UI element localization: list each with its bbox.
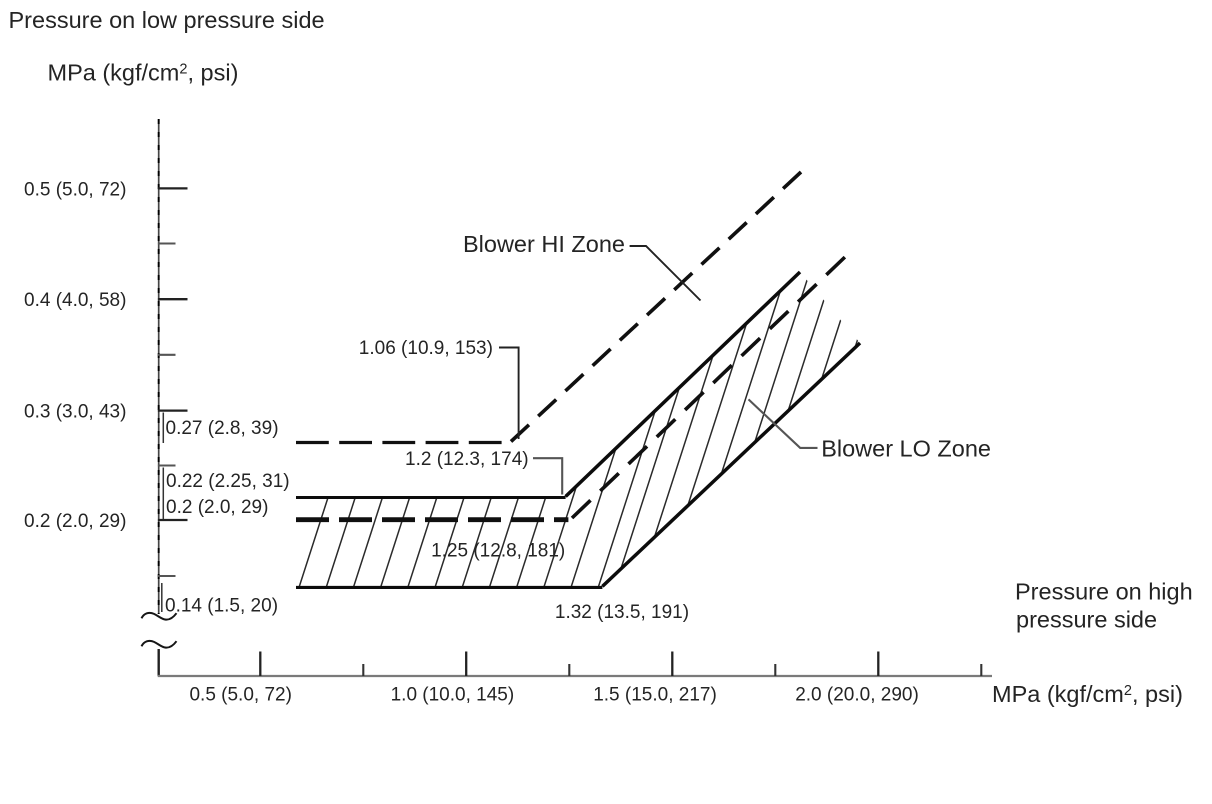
svg-text:MPa (kgf/cm2, psi): MPa (kgf/cm2, psi) [992, 681, 1183, 707]
svg-text:0.27 (2.8, 39): 0.27 (2.8, 39) [166, 418, 279, 439]
svg-text:Pressure on high: Pressure on high [1015, 579, 1193, 605]
svg-text:1.5 (15.0, 217): 1.5 (15.0, 217) [593, 685, 717, 706]
svg-text:1.06 (10.9, 153): 1.06 (10.9, 153) [359, 338, 493, 359]
svg-text:1.25 (12.8, 181): 1.25 (12.8, 181) [431, 541, 565, 562]
svg-text:1.2 (12.3, 174): 1.2 (12.3, 174) [405, 449, 529, 470]
svg-text:pressure side: pressure side [1016, 607, 1157, 633]
svg-text:Pressure on low pressure side: Pressure on low pressure side [9, 7, 325, 33]
svg-text:Blower LO Zone: Blower LO Zone [821, 436, 991, 462]
svg-text:0.5 (5.0, 72): 0.5 (5.0, 72) [24, 179, 126, 200]
svg-text:1.32 (13.5, 191): 1.32 (13.5, 191) [555, 602, 689, 623]
svg-text:0.2 (2.0, 29): 0.2 (2.0, 29) [166, 497, 268, 518]
svg-text:0.5 (5.0, 72): 0.5 (5.0, 72) [189, 685, 291, 706]
svg-text:0.3 (3.0, 43): 0.3 (3.0, 43) [24, 402, 126, 423]
svg-text:0.22 (2.25, 31): 0.22 (2.25, 31) [166, 471, 290, 492]
svg-text:MPa (kgf/cm2, psi): MPa (kgf/cm2, psi) [48, 60, 239, 86]
svg-text:0.4 (4.0, 58): 0.4 (4.0, 58) [24, 290, 126, 311]
svg-text:Blower HI Zone: Blower HI Zone [463, 231, 625, 257]
svg-text:1.0 (10.0, 145): 1.0 (10.0, 145) [391, 685, 515, 706]
svg-text:0.2 (2.0, 29): 0.2 (2.0, 29) [24, 511, 126, 532]
svg-text:2.0 (20.0, 290): 2.0 (20.0, 290) [795, 685, 919, 706]
svg-text:0.14 (1.5, 20): 0.14 (1.5, 20) [165, 595, 278, 616]
